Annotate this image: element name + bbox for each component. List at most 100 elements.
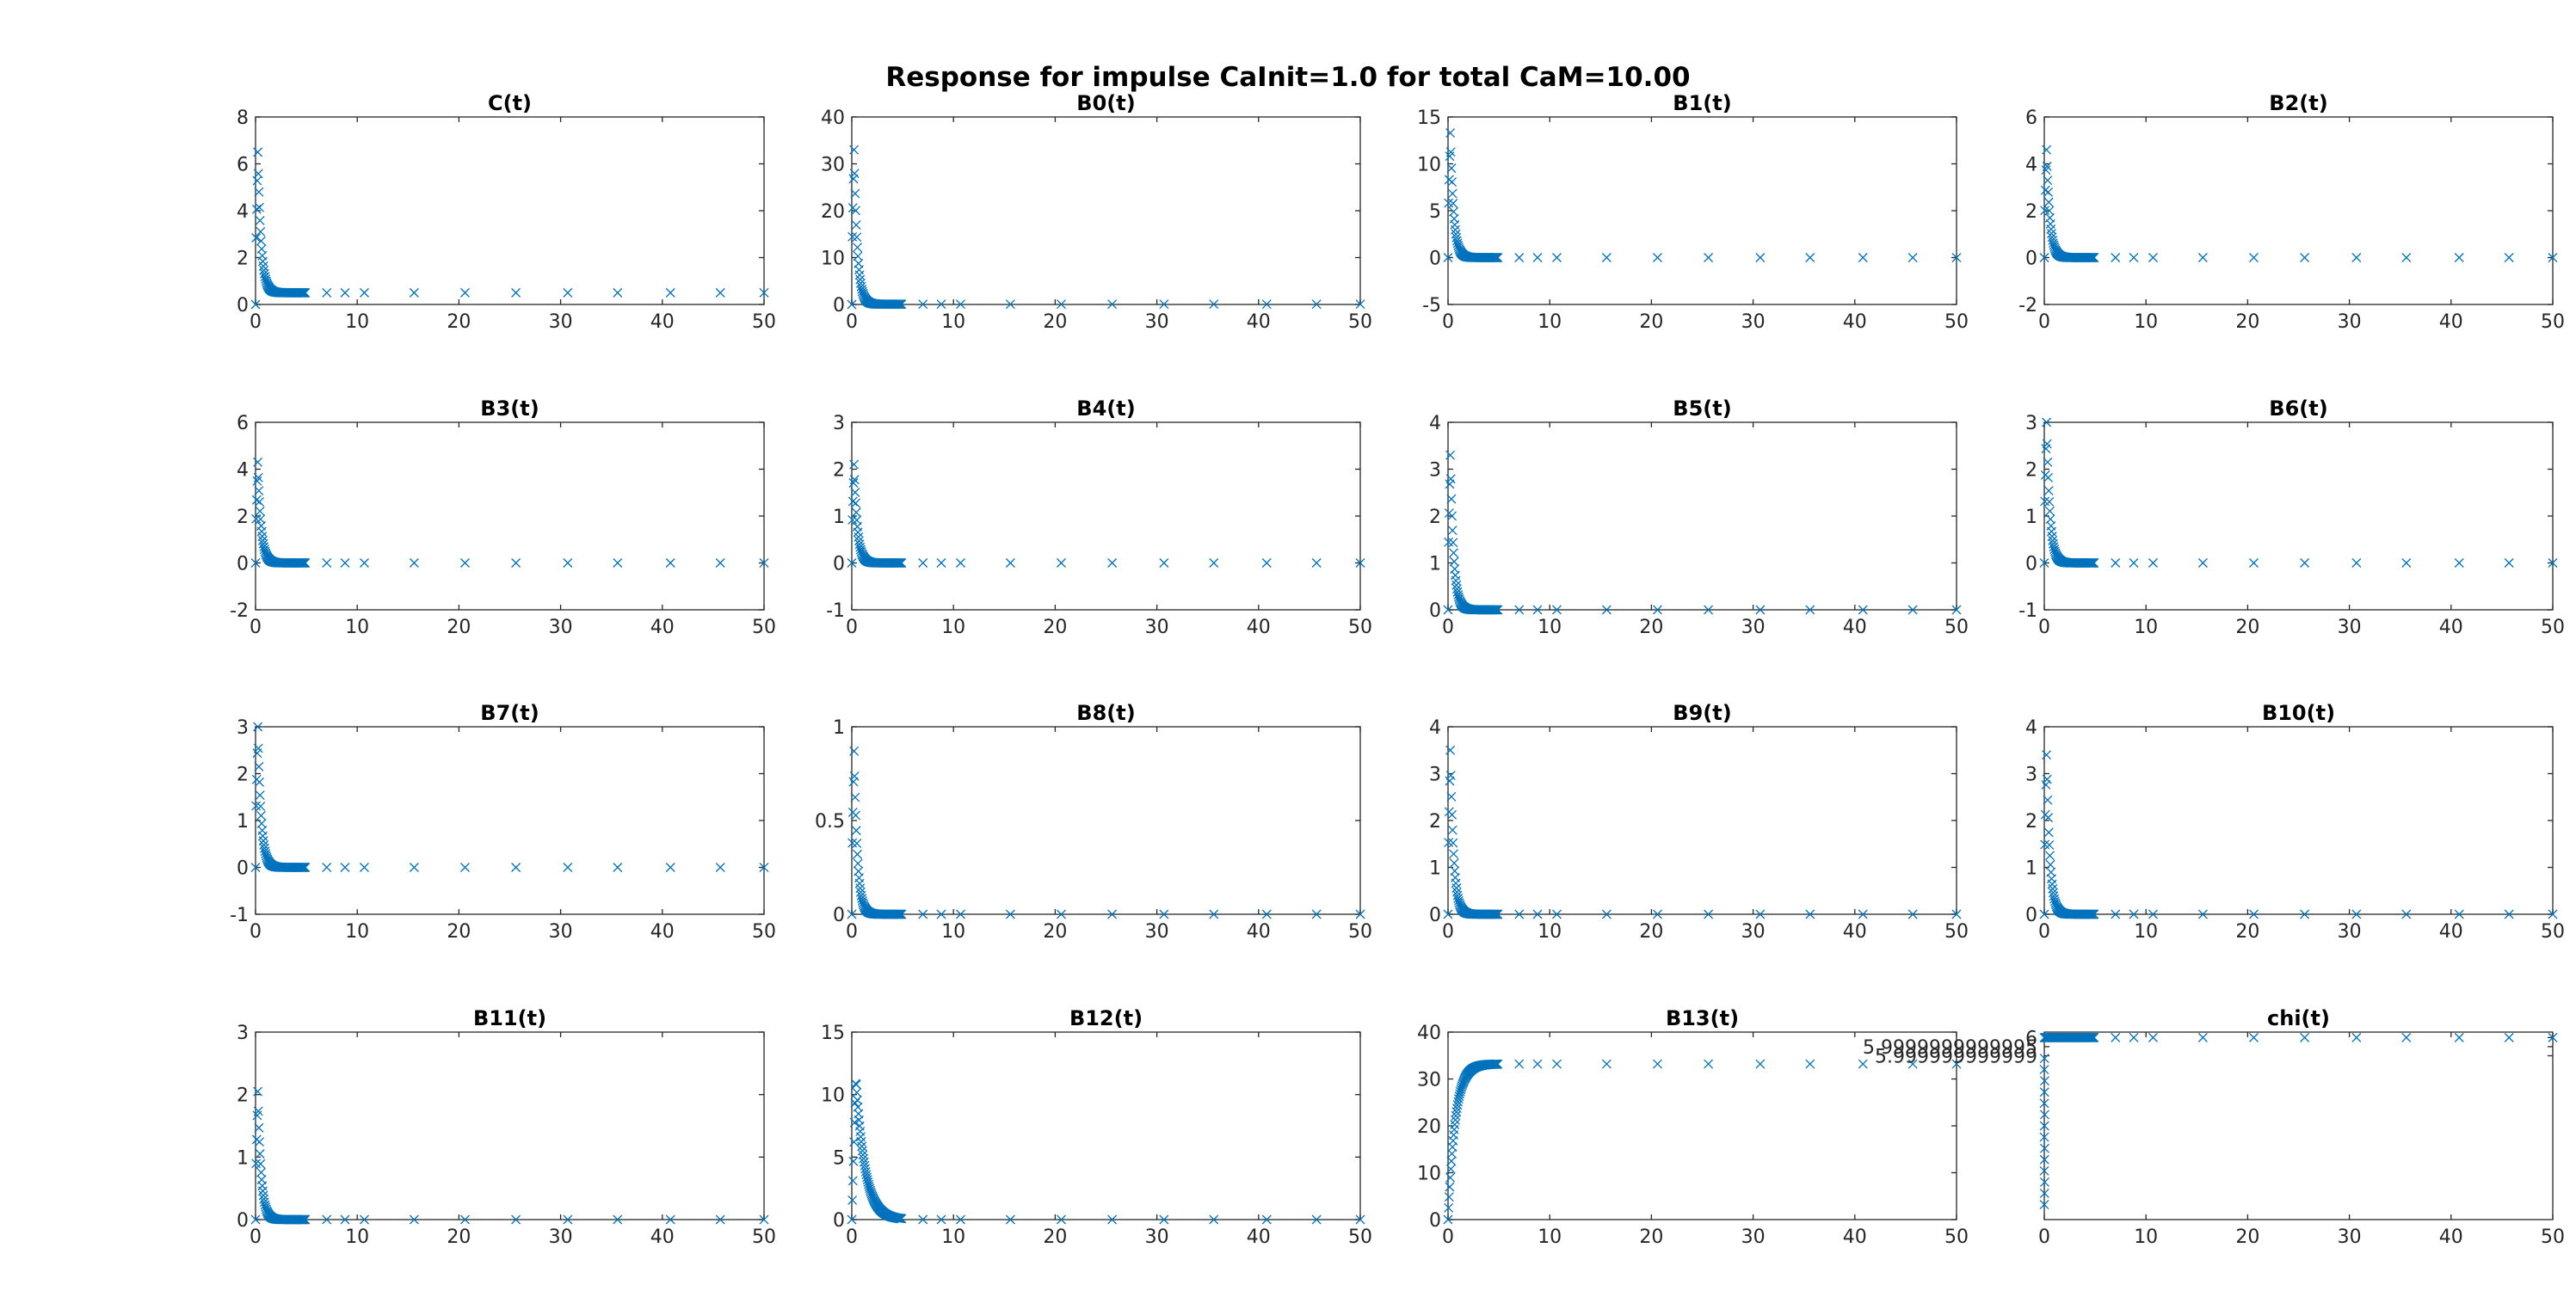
data-point bbox=[2043, 813, 2054, 823]
x-tick-label: 20 bbox=[447, 617, 471, 638]
data-point bbox=[1445, 745, 1456, 755]
data-point bbox=[918, 299, 928, 310]
x-tick-label: 30 bbox=[1145, 1226, 1169, 1248]
data-point bbox=[2040, 185, 2050, 195]
y-tick-label: 1 bbox=[2025, 858, 2037, 880]
data-point bbox=[1453, 592, 1464, 602]
data-point bbox=[851, 826, 861, 836]
data-point bbox=[1261, 1214, 1272, 1225]
data-point bbox=[1907, 1059, 1918, 1069]
data-point bbox=[563, 558, 573, 568]
x-tick-label: 40 bbox=[1843, 617, 1867, 638]
axes-frame bbox=[1447, 421, 1957, 611]
y-tick-label: 5 bbox=[833, 1147, 845, 1169]
axes-frame bbox=[2043, 116, 2554, 305]
data-point bbox=[1355, 299, 1365, 310]
data-point bbox=[2039, 1189, 2049, 1198]
data-point bbox=[847, 1214, 857, 1225]
data-point bbox=[860, 1164, 871, 1174]
data-point bbox=[1107, 299, 1118, 310]
data-point bbox=[1805, 909, 1815, 919]
data-point bbox=[1209, 299, 1219, 310]
data-point bbox=[1653, 605, 1662, 615]
x-tick-label: 50 bbox=[752, 1226, 776, 1248]
data-point bbox=[613, 287, 623, 298]
x-tick-label: 0 bbox=[2038, 921, 2050, 943]
y-tick-label: 0 bbox=[833, 1210, 845, 1232]
x-tick-label: 30 bbox=[1741, 311, 1766, 333]
data-point bbox=[2042, 750, 2052, 760]
data-point bbox=[253, 743, 263, 753]
data-point bbox=[1446, 494, 1457, 504]
data-point bbox=[254, 486, 264, 495]
data-point bbox=[956, 1214, 965, 1225]
data-point bbox=[2041, 779, 2051, 790]
subplot-title: B3(t) bbox=[480, 396, 539, 421]
data-point bbox=[1057, 909, 1066, 919]
y-tick-label: 0.5 bbox=[815, 811, 845, 833]
x-tick-label: 10 bbox=[941, 311, 965, 333]
x-tick-label: 20 bbox=[2235, 311, 2259, 333]
data-point bbox=[613, 1214, 623, 1225]
data-point bbox=[865, 1183, 875, 1194]
data-point bbox=[1209, 909, 1219, 919]
x-tick-label: 0 bbox=[250, 1226, 262, 1248]
x-tick-label: 0 bbox=[1442, 921, 1454, 943]
axes-frame bbox=[255, 726, 765, 915]
y-tick-label: 10 bbox=[1417, 155, 1441, 176]
data-point bbox=[322, 558, 332, 568]
x-tick-label: 30 bbox=[2338, 311, 2362, 333]
x-tick-label: 0 bbox=[2038, 1226, 2050, 1248]
axes-frame bbox=[851, 726, 1361, 915]
data-point bbox=[2548, 1032, 2558, 1042]
data-point bbox=[2249, 909, 2259, 919]
x-tick-label: 40 bbox=[2439, 1226, 2463, 1248]
x-tick-label: 20 bbox=[1639, 311, 1663, 333]
data-point bbox=[460, 558, 470, 568]
data-point bbox=[848, 777, 859, 787]
data-point bbox=[1653, 1059, 1662, 1069]
x-tick-label: 10 bbox=[1538, 617, 1562, 638]
y-tick-label: 15 bbox=[821, 1023, 845, 1044]
data-point bbox=[1907, 253, 1918, 262]
x-tick-label: 50 bbox=[1944, 921, 1969, 943]
y-tick-label: 10 bbox=[821, 1085, 845, 1107]
data-point bbox=[1552, 909, 1562, 919]
data-point bbox=[2504, 253, 2514, 262]
x-tick-label: 20 bbox=[447, 1226, 471, 1248]
y-tick-label: 0 bbox=[1429, 905, 1441, 926]
data-point bbox=[936, 909, 946, 919]
data-point bbox=[1057, 1214, 1066, 1225]
data-point bbox=[2039, 1200, 2049, 1210]
x-tick-label: 30 bbox=[549, 1226, 573, 1248]
data-point bbox=[1532, 253, 1543, 262]
data-point bbox=[253, 1086, 263, 1097]
data-point bbox=[2089, 909, 2099, 919]
data-point bbox=[2197, 1032, 2208, 1042]
x-tick-label: 0 bbox=[2038, 311, 2050, 333]
data-point bbox=[2039, 1087, 2049, 1097]
x-tick-label: 10 bbox=[2134, 311, 2158, 333]
data-point bbox=[255, 1137, 265, 1147]
data-point bbox=[322, 287, 332, 298]
data-point bbox=[849, 169, 860, 179]
data-point bbox=[956, 909, 965, 919]
data-point bbox=[1443, 253, 1453, 262]
data-point bbox=[857, 1146, 867, 1156]
x-tick-label: 20 bbox=[1639, 921, 1663, 943]
y-tick-label: 0 bbox=[833, 295, 845, 317]
data-point bbox=[250, 863, 261, 872]
y-tick-label: 0 bbox=[1429, 1210, 1441, 1232]
data-point bbox=[2043, 486, 2054, 496]
x-tick-label: 10 bbox=[1538, 921, 1562, 943]
data-point bbox=[2043, 175, 2053, 186]
data-point bbox=[1456, 1085, 1466, 1095]
x-tick-label: 10 bbox=[345, 1226, 369, 1248]
data-point bbox=[360, 558, 369, 568]
data-point bbox=[1447, 188, 1457, 199]
axes-frame bbox=[2043, 421, 2554, 611]
data-point bbox=[1805, 605, 1815, 615]
data-point bbox=[1951, 909, 1962, 919]
